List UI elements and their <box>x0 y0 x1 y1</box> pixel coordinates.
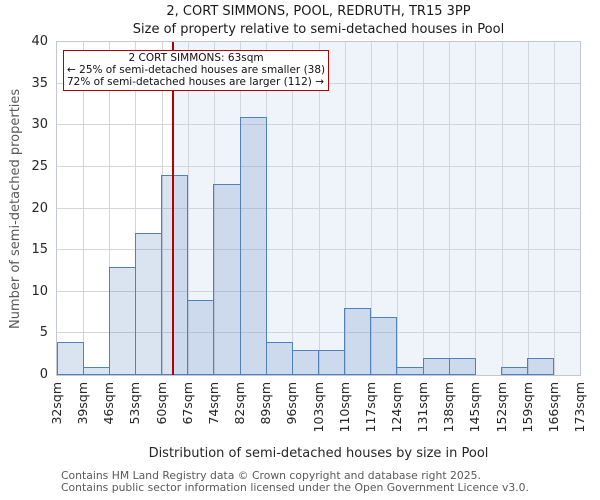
histogram-bar <box>57 341 84 375</box>
histogram-bar <box>396 366 424 375</box>
x-tick-label: 173sqm <box>572 382 587 433</box>
y-tick-label: 15 <box>31 242 48 258</box>
x-tick-label: 67sqm <box>179 382 195 425</box>
y-tick-label: 5 <box>39 325 48 341</box>
chart-subtitle: Size of property relative to semi-detach… <box>132 22 505 37</box>
vertical-gridline <box>83 42 85 375</box>
x-tick-label: 138sqm <box>441 382 457 433</box>
vertical-gridline <box>109 42 111 375</box>
vertical-gridline <box>501 42 503 375</box>
x-tick-label: 103sqm <box>310 382 326 433</box>
attribution-line1: Contains HM Land Registry data © Crown c… <box>61 469 481 482</box>
x-tick-label: 117sqm <box>362 382 378 433</box>
histogram-bar <box>527 358 555 375</box>
histogram-bar <box>187 300 215 375</box>
x-tick-label: 60sqm <box>153 382 169 425</box>
histogram-bar <box>448 358 476 375</box>
x-tick-label: 96sqm <box>284 382 300 425</box>
y-tick-label: 20 <box>31 200 48 216</box>
y-tick-label: 30 <box>31 117 48 133</box>
x-tick-label: 110sqm <box>336 382 352 433</box>
y-tick-label: 25 <box>31 158 48 174</box>
vertical-gridline <box>370 42 372 375</box>
x-tick-label: 166sqm <box>545 382 561 433</box>
histogram-bar <box>161 175 189 375</box>
x-tick-label: 89sqm <box>258 382 274 425</box>
chart-title: 2, CORT SIMMONS, POOL, REDRUTH, TR15 3PP <box>166 4 471 19</box>
histogram-bar <box>108 266 136 375</box>
histogram-bar <box>318 350 346 375</box>
vertical-gridline <box>344 42 346 375</box>
x-tick-label: 32sqm <box>49 382 64 425</box>
histogram-bar <box>501 366 529 375</box>
property-size-marker-line <box>171 42 174 375</box>
x-tick-label: 152sqm <box>493 382 509 433</box>
vertical-gridline <box>475 42 477 375</box>
histogram-bar <box>291 350 319 375</box>
y-tick-label: 0 <box>39 367 48 382</box>
histogram-bar <box>213 183 241 375</box>
vertical-gridline <box>396 42 398 375</box>
vertical-gridline <box>449 42 451 375</box>
vertical-gridline <box>527 42 529 375</box>
histogram-bar <box>344 308 372 375</box>
annotation-larger-line: 72% of semi-detached houses are larger (… <box>67 76 324 88</box>
histogram-bar <box>265 341 293 375</box>
vertical-gridline <box>292 42 294 375</box>
y-tick-label: 10 <box>31 283 48 299</box>
x-tick-label: 39sqm <box>75 382 91 425</box>
x-tick-label: 74sqm <box>205 382 221 425</box>
histogram-bar <box>422 358 450 375</box>
x-tick-label: 145sqm <box>467 382 483 433</box>
vertical-gridline <box>423 42 425 375</box>
plot-area: 2 CORT SIMMONS: 63sqm ← 25% of semi-deta… <box>56 41 581 376</box>
x-tick-label: 124sqm <box>388 382 404 433</box>
annotation-box: 2 CORT SIMMONS: 63sqm ← 25% of semi-deta… <box>63 50 330 91</box>
x-tick-label: 46sqm <box>101 382 117 425</box>
vertical-gridline <box>135 42 137 375</box>
vertical-gridline <box>266 42 268 375</box>
histogram-bar <box>239 116 267 375</box>
histogram-bar <box>134 233 163 375</box>
histogram-bar <box>370 316 398 375</box>
annotation-property-line: 2 CORT SIMMONS: 63sqm <box>128 52 264 64</box>
x-tick-label: 131sqm <box>415 382 431 433</box>
x-tick-label: 53sqm <box>127 382 143 425</box>
x-tick-label: 159sqm <box>519 382 535 433</box>
annotation-smaller-line: ← 25% of semi-detached houses are smalle… <box>67 64 326 76</box>
y-tick-label: 40 <box>31 34 48 49</box>
vertical-gridline <box>553 42 555 375</box>
histogram-bar <box>82 366 110 375</box>
attribution-line2: Contains public sector information licen… <box>61 481 529 494</box>
vertical-gridline <box>187 42 189 375</box>
x-tick-label: 82sqm <box>232 382 248 425</box>
y-tick-label: 35 <box>31 75 48 91</box>
attribution: Contains HM Land Registry data © Crown c… <box>61 470 529 494</box>
x-axis-label: Distribution of semi-detached houses by … <box>148 446 489 461</box>
vertical-gridline <box>318 42 320 375</box>
